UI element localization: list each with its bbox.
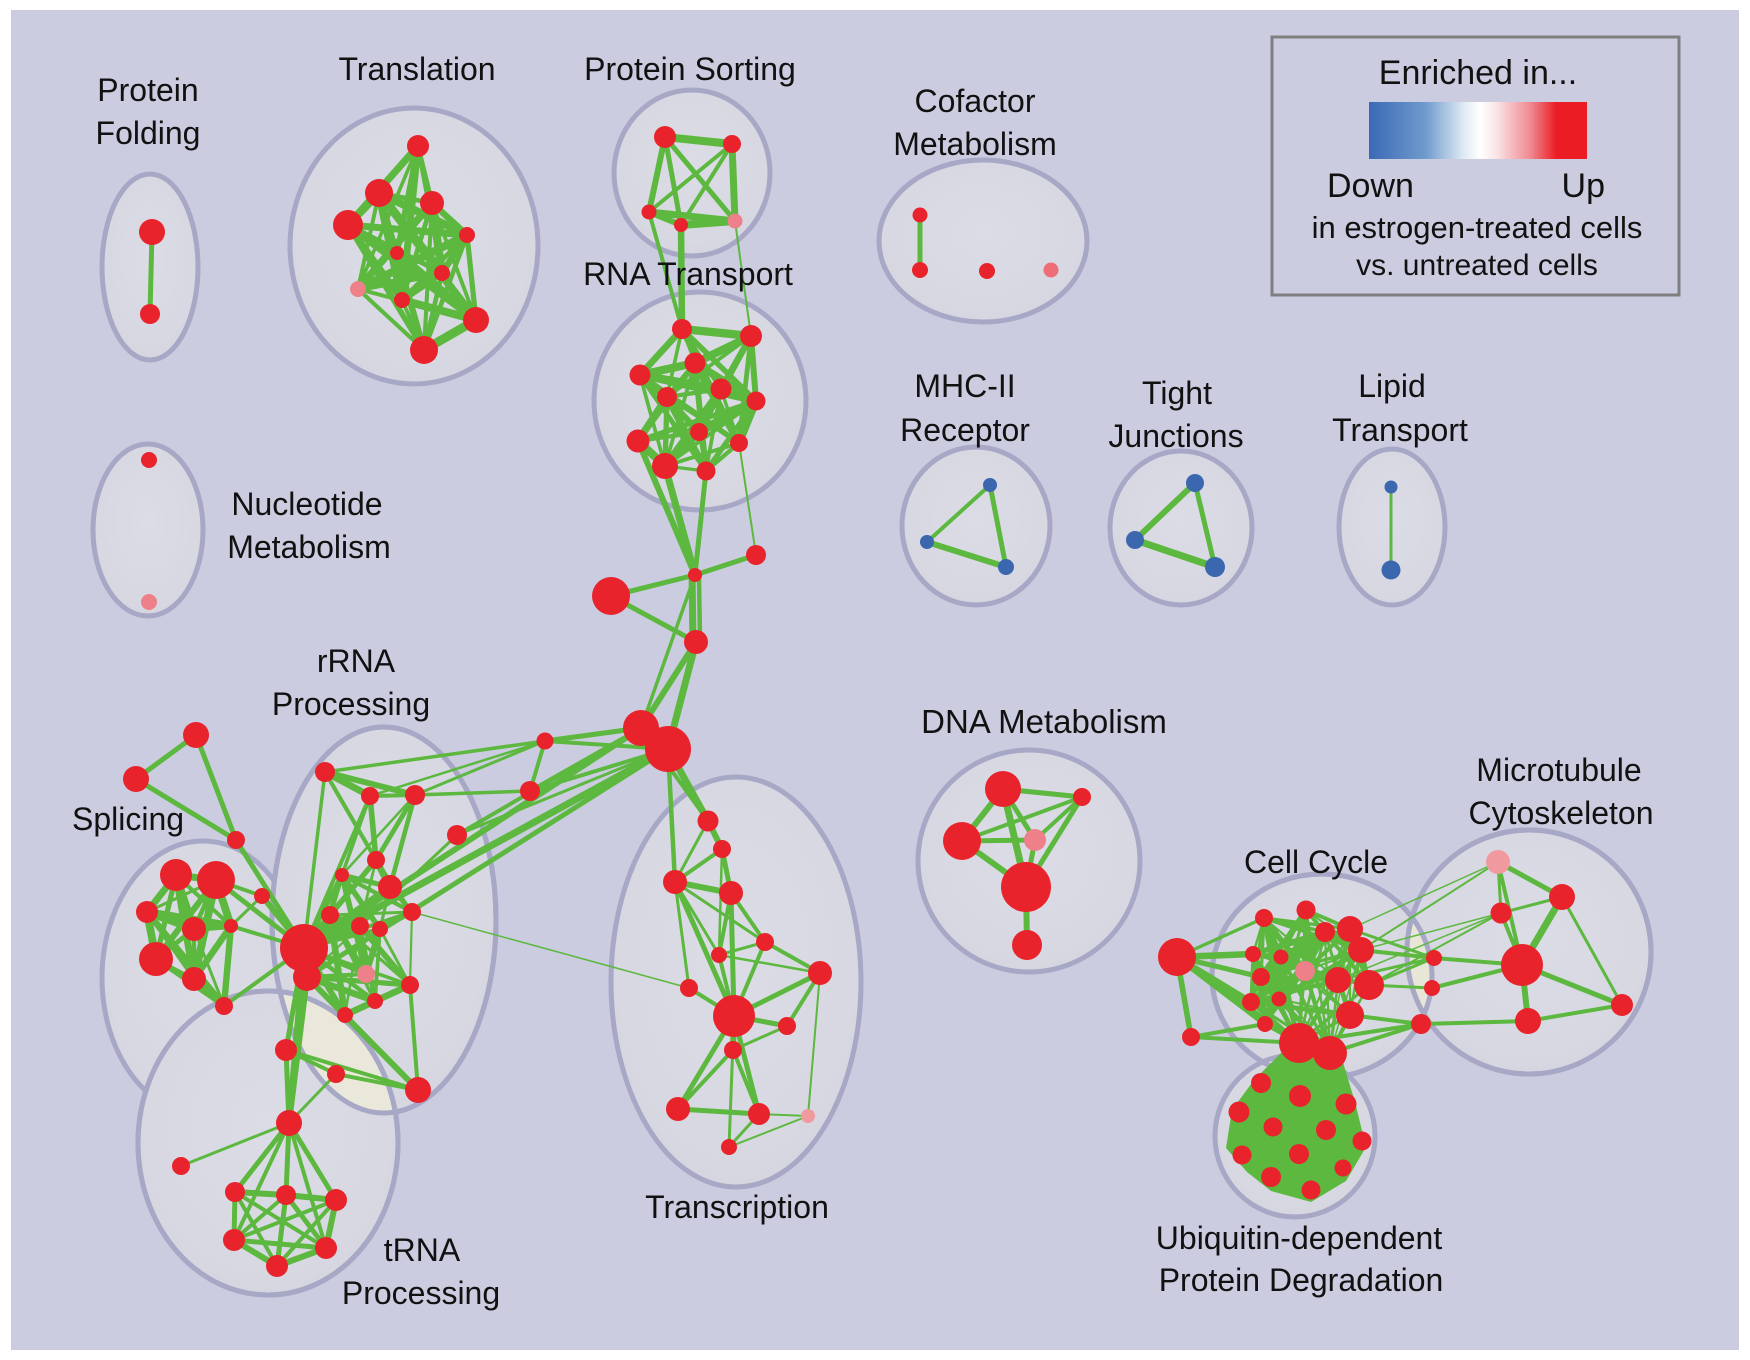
svg-text:Metabolism: Metabolism (893, 126, 1057, 162)
svg-text:tRNA: tRNA (384, 1232, 461, 1268)
svg-text:RNA Transport: RNA Transport (583, 256, 793, 292)
svg-text:Receptor: Receptor (900, 412, 1030, 448)
svg-text:Transport: Transport (1332, 412, 1468, 448)
svg-text:vs. untreated cells: vs. untreated cells (1356, 249, 1598, 282)
svg-text:Protein Sorting: Protein Sorting (584, 51, 796, 87)
svg-text:Lipid: Lipid (1358, 368, 1426, 404)
svg-text:Microtubule: Microtubule (1476, 752, 1641, 788)
svg-text:Ubiquitin-dependent: Ubiquitin-dependent (1156, 1220, 1443, 1256)
svg-text:Processing: Processing (272, 686, 430, 722)
svg-text:Tight: Tight (1142, 375, 1212, 411)
svg-text:Protein Degradation: Protein Degradation (1159, 1262, 1444, 1298)
svg-text:Protein: Protein (97, 72, 198, 108)
svg-text:DNA Metabolism: DNA Metabolism (921, 703, 1167, 740)
svg-text:in estrogen-treated cells: in estrogen-treated cells (1312, 210, 1643, 245)
svg-text:Junctions: Junctions (1108, 418, 1243, 454)
svg-text:MHC-II: MHC-II (914, 368, 1015, 404)
svg-text:Translation: Translation (338, 51, 495, 87)
svg-text:Up: Up (1562, 167, 1605, 205)
svg-text:Cell Cycle: Cell Cycle (1244, 844, 1388, 880)
svg-text:Folding: Folding (96, 115, 201, 151)
svg-text:Transcription: Transcription (645, 1189, 829, 1225)
svg-text:Down: Down (1327, 167, 1414, 205)
svg-text:Nucleotide: Nucleotide (231, 486, 382, 522)
svg-text:rRNA: rRNA (317, 643, 396, 679)
svg-text:Metabolism: Metabolism (227, 529, 391, 565)
svg-text:Splicing: Splicing (72, 801, 184, 837)
svg-text:Cofactor: Cofactor (915, 83, 1036, 119)
svg-text:Enriched in...: Enriched in... (1379, 54, 1577, 92)
svg-text:Cytoskeleton: Cytoskeleton (1469, 795, 1654, 831)
svg-text:Processing: Processing (342, 1275, 500, 1311)
